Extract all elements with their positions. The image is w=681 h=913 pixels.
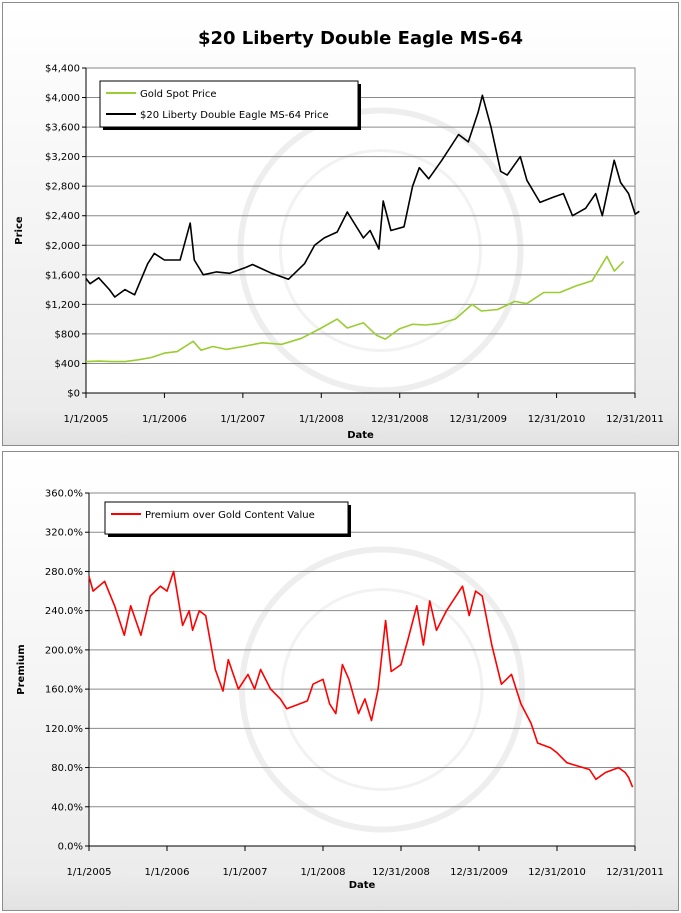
y-tick-label: $400 xyxy=(55,359,80,370)
x-tick-label: 12/31/2010 xyxy=(528,414,586,425)
y-axis-title: Price xyxy=(14,216,25,245)
x-tick-label: 12/31/2008 xyxy=(371,414,429,425)
y-tick-label: $2,000 xyxy=(45,241,80,252)
y-tick-label: 0.0% xyxy=(58,842,83,853)
x-axis-title: Date xyxy=(347,430,374,441)
y-tick-label: $2,800 xyxy=(45,182,80,193)
y-tick-label: 240.0% xyxy=(45,606,83,617)
plot-area xyxy=(88,492,636,847)
legend-label-0: Gold Spot Price xyxy=(140,89,216,100)
legend-box xyxy=(99,80,359,128)
x-tick-label: 1/1/2005 xyxy=(67,867,112,878)
x-tick-label: 1/1/2007 xyxy=(223,867,268,878)
y-axis-title: Premium xyxy=(16,644,27,694)
x-tick-label: 12/31/2011 xyxy=(606,867,664,878)
series-line-0 xyxy=(88,570,634,788)
x-axis-title: Date xyxy=(349,880,376,891)
x-tick-label: 1/1/2008 xyxy=(301,867,346,878)
x-tick-label: 1/1/2005 xyxy=(64,414,109,425)
x-tick-label: 1/1/2007 xyxy=(220,414,265,425)
y-tick-label: $1,200 xyxy=(45,300,80,311)
y-tick-label: 40.0% xyxy=(51,802,83,813)
y-tick-label: $2,400 xyxy=(45,211,80,222)
y-tick-label: 280.0% xyxy=(45,567,83,578)
x-tick-label: 1/1/2006 xyxy=(145,867,190,878)
y-tick-label: $1,600 xyxy=(45,270,80,281)
y-tick-label: 120.0% xyxy=(45,724,83,735)
watermark-seal-inner xyxy=(279,149,482,352)
x-tick-label: 12/31/2011 xyxy=(606,414,664,425)
legend-label-1: $20 Liberty Double Eagle MS-64 Price xyxy=(140,110,329,121)
x-tick-label: 12/31/2008 xyxy=(372,867,430,878)
y-tick-label: 160.0% xyxy=(45,685,83,696)
legend-box xyxy=(104,501,349,535)
x-tick-label: 1/1/2008 xyxy=(299,414,344,425)
watermark-seal xyxy=(237,107,524,394)
legend-label-0: Premium over Gold Content Value xyxy=(145,510,315,521)
y-tick-label: 80.0% xyxy=(51,763,83,774)
y-tick-label: 320.0% xyxy=(45,528,83,539)
y-tick-label: 360.0% xyxy=(45,489,83,500)
y-tick-label: $4,400 xyxy=(45,64,80,75)
x-tick-label: 1/1/2006 xyxy=(142,414,187,425)
y-tick-label: 200.0% xyxy=(45,645,83,656)
y-tick-label: $800 xyxy=(55,329,80,340)
x-tick-label: 12/31/2009 xyxy=(449,414,507,425)
chart-title: $20 Liberty Double Eagle MS-64 xyxy=(198,28,523,49)
x-tick-label: 12/31/2010 xyxy=(528,867,586,878)
x-tick-label: 12/31/2009 xyxy=(450,867,508,878)
y-tick-label: $3,600 xyxy=(45,123,80,134)
y-tick-label: $3,200 xyxy=(45,152,80,163)
series-line-1 xyxy=(85,94,640,298)
y-tick-label: $4,000 xyxy=(45,93,80,104)
y-tick-label: $0 xyxy=(67,389,80,400)
series-line-0 xyxy=(85,255,625,363)
